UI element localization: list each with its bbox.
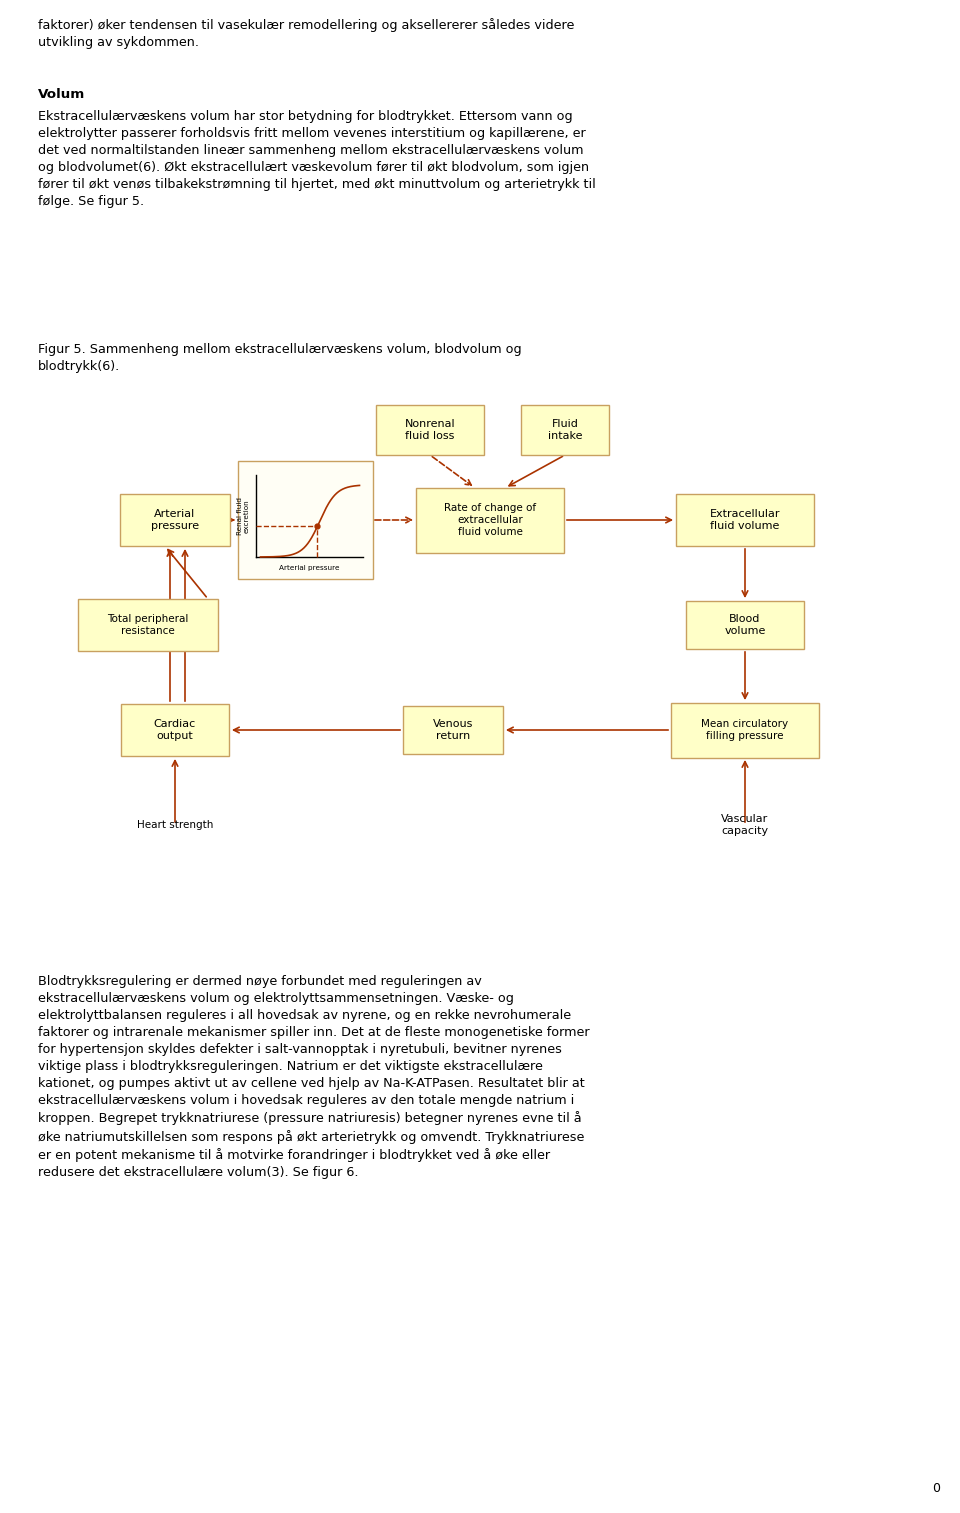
Text: Vascular
capacity: Vascular capacity	[721, 814, 769, 835]
Text: Extracellular
fluid volume: Extracellular fluid volume	[709, 508, 780, 531]
Text: 0: 0	[932, 1483, 940, 1495]
FancyBboxPatch shape	[376, 405, 484, 455]
Text: Blodtrykksregulering er dermed nøye forbundet med reguleringen av
ekstracellulær: Blodtrykksregulering er dermed nøye forb…	[38, 974, 589, 1179]
Text: Blood
volume: Blood volume	[724, 614, 766, 635]
Text: Renal fluid
excretion: Renal fluid excretion	[237, 496, 250, 536]
Text: Cardiac
output: Cardiac output	[154, 719, 196, 741]
FancyBboxPatch shape	[403, 707, 503, 753]
Text: Arterial
pressure: Arterial pressure	[151, 508, 199, 531]
Text: Heart strength: Heart strength	[137, 820, 213, 831]
Text: Fluid
intake: Fluid intake	[548, 419, 583, 442]
Text: Figur 5. Sammenheng mellom ekstracellulærvæskens volum, blodvolum og
blodtrykk(6: Figur 5. Sammenheng mellom ekstracellulæ…	[38, 343, 521, 374]
Text: Ekstracellulærvæskens volum har stor betydning for blodtrykket. Ettersom vann og: Ekstracellulærvæskens volum har stor bet…	[38, 110, 596, 207]
Text: Rate of change of
extracellular
fluid volume: Rate of change of extracellular fluid vo…	[444, 502, 536, 537]
FancyBboxPatch shape	[237, 461, 372, 579]
Text: Total peripheral
resistance: Total peripheral resistance	[108, 614, 189, 635]
FancyBboxPatch shape	[686, 601, 804, 649]
Text: faktorer) øker tendensen til vasekulær remodellering og aksellererer således vid: faktorer) øker tendensen til vasekulær r…	[38, 18, 574, 48]
Text: Volum: Volum	[38, 88, 85, 101]
FancyBboxPatch shape	[121, 704, 229, 756]
FancyBboxPatch shape	[671, 702, 819, 758]
Text: Venous
return: Venous return	[433, 719, 473, 741]
FancyBboxPatch shape	[521, 405, 609, 455]
Text: Nonrenal
fluid loss: Nonrenal fluid loss	[405, 419, 455, 442]
FancyBboxPatch shape	[676, 495, 814, 546]
Text: Arterial pressure: Arterial pressure	[278, 564, 339, 570]
FancyBboxPatch shape	[416, 487, 564, 552]
Text: Mean circulatory
filling pressure: Mean circulatory filling pressure	[702, 719, 788, 741]
FancyBboxPatch shape	[78, 599, 218, 651]
FancyBboxPatch shape	[120, 495, 230, 546]
